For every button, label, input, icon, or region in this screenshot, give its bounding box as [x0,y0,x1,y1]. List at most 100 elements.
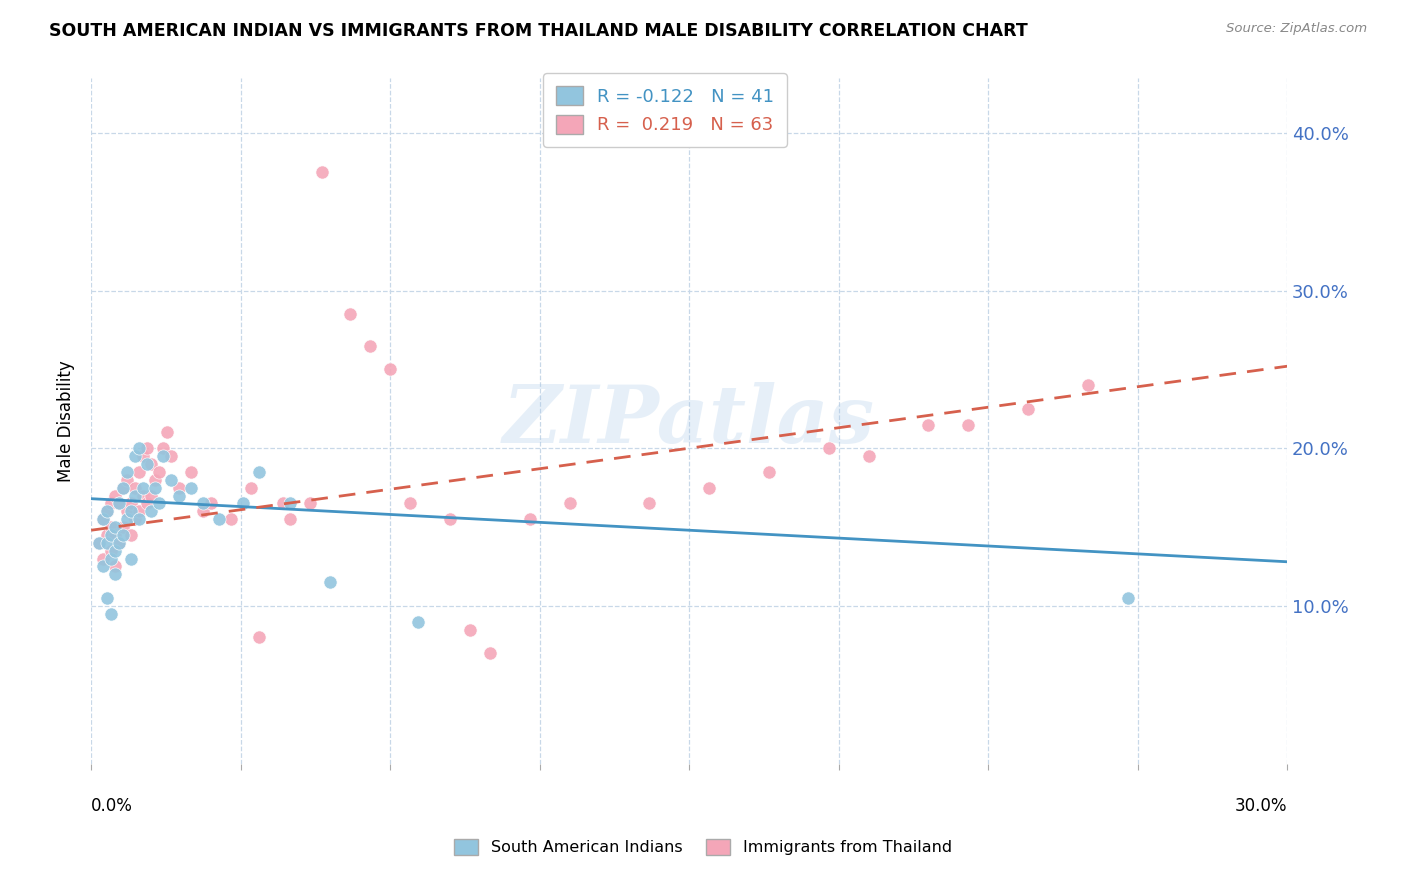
Point [124,512,146,526]
Point [817,442,839,456]
Point [91,512,114,526]
Point [478,646,501,660]
Point [208,512,231,526]
Point [458,623,481,637]
Point [160,473,183,487]
Point [406,615,429,629]
Point [143,473,166,487]
Point [115,504,138,518]
Point [399,496,422,510]
Point [91,559,114,574]
Point [91,551,114,566]
Point [104,528,127,542]
Point [120,496,142,510]
Point [108,536,131,550]
Point [280,496,302,510]
Point [191,504,214,518]
Point [128,504,150,518]
Point [239,481,262,495]
Legend: South American Indians, Immigrants from Thailand: South American Indians, Immigrants from … [447,832,959,862]
Point [160,449,183,463]
Point [108,496,131,510]
Point [1077,378,1099,392]
Point [139,489,162,503]
Point [1116,591,1139,605]
Point [1017,401,1039,416]
Point [219,512,242,526]
Point [439,512,461,526]
Point [167,489,190,503]
Point [89,536,111,550]
Point [136,442,159,456]
Text: ZIPatlas: ZIPatlas [503,382,875,459]
Point [638,496,661,510]
Text: SOUTH AMERICAN INDIAN VS IMMIGRANTS FROM THAILAND MALE DISABILITY CORRELATION CH: SOUTH AMERICAN INDIAN VS IMMIGRANTS FROM… [49,22,1028,40]
Point [128,465,150,479]
Point [124,481,146,495]
Text: 0.0%: 0.0% [91,797,134,814]
Legend: R = -0.122   N = 41, R =  0.219   N = 63: R = -0.122 N = 41, R = 0.219 N = 63 [543,73,787,147]
Point [152,449,174,463]
Point [108,536,131,550]
Point [378,362,401,376]
Point [200,496,222,510]
Point [156,425,179,440]
Point [115,465,138,479]
Point [139,504,162,518]
Point [104,567,127,582]
Point [96,504,118,518]
Point [124,489,146,503]
Point [359,339,381,353]
Point [104,559,127,574]
Point [124,449,146,463]
Point [91,512,114,526]
Point [115,512,138,526]
Point [120,551,142,566]
Text: 30.0%: 30.0% [1234,797,1286,814]
Point [247,631,270,645]
Point [96,536,118,550]
Point [104,543,127,558]
Point [167,481,190,495]
Point [136,457,159,471]
Point [148,465,170,479]
Point [299,496,322,510]
Point [96,528,118,542]
Point [152,442,174,456]
Point [143,481,166,495]
Point [311,165,333,179]
Y-axis label: Male Disability: Male Disability [58,359,75,482]
Point [100,496,122,510]
Point [89,536,111,550]
Point [108,496,131,510]
Point [132,449,155,463]
Point [112,528,135,542]
Point [858,449,880,463]
Point [232,496,254,510]
Point [104,489,127,503]
Point [128,442,150,456]
Point [697,481,720,495]
Point [136,496,159,510]
Point [758,465,780,479]
Point [132,481,155,495]
Point [280,512,302,526]
Point [180,481,202,495]
Point [112,481,135,495]
Point [104,520,127,534]
Point [112,481,135,495]
Point [120,528,142,542]
Point [100,520,122,534]
Point [139,457,162,471]
Point [100,607,122,621]
Point [132,489,155,503]
Point [96,504,118,518]
Point [271,496,294,510]
Text: Source: ZipAtlas.com: Source: ZipAtlas.com [1226,22,1367,36]
Point [96,591,118,605]
Point [128,512,150,526]
Point [558,496,581,510]
Point [112,520,135,534]
Point [100,551,122,566]
Point [957,417,980,432]
